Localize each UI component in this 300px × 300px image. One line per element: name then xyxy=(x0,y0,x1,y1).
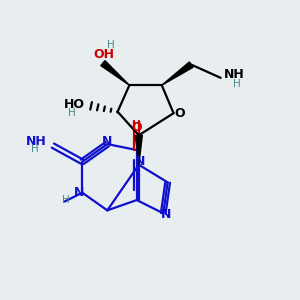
Text: H: H xyxy=(31,144,38,154)
Text: H: H xyxy=(68,108,76,118)
Text: N: N xyxy=(161,208,171,221)
Text: H: H xyxy=(62,195,70,205)
Text: O: O xyxy=(175,107,185,120)
Polygon shape xyxy=(101,61,129,85)
Polygon shape xyxy=(135,135,142,165)
Text: N: N xyxy=(102,135,112,148)
Text: NH: NH xyxy=(224,68,244,81)
Text: N: N xyxy=(135,155,146,168)
Text: HO: HO xyxy=(64,98,85,111)
Text: NH: NH xyxy=(26,135,47,148)
Text: H: H xyxy=(107,40,115,50)
Text: N: N xyxy=(74,186,85,199)
Text: OH: OH xyxy=(94,48,115,61)
Text: O: O xyxy=(131,122,142,134)
Text: H: H xyxy=(233,79,241,89)
Polygon shape xyxy=(162,62,193,85)
